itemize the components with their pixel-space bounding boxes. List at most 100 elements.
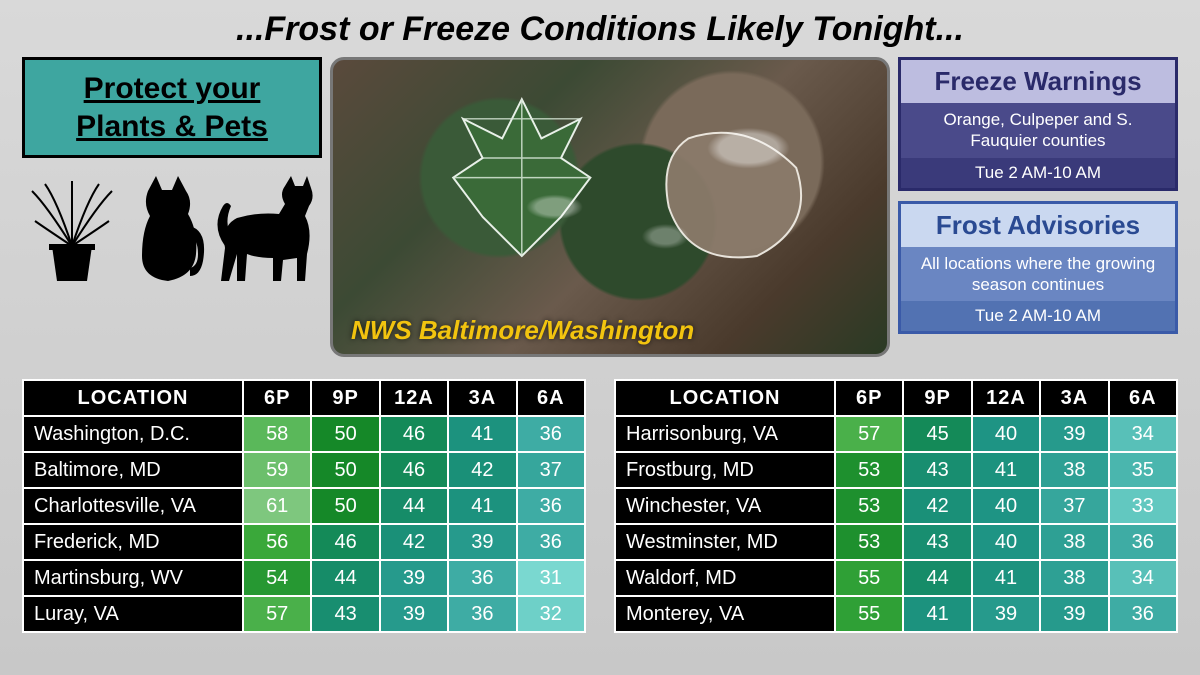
temp-cell: 36 [517,524,585,560]
col-header: 3A [1040,380,1108,416]
temp-cell: 50 [311,416,379,452]
col-header: 6A [517,380,585,416]
location-cell: Frostburg, MD [615,452,835,488]
tables-section: LOCATION6P9P12A3A6AWashington, D.C.58504… [0,367,1200,633]
temp-cell: 37 [517,452,585,488]
forecast-table-right: LOCATION6P9P12A3A6AHarrisonburg, VA57454… [614,379,1178,633]
temp-cell: 40 [972,488,1040,524]
location-cell: Charlottesville, VA [23,488,243,524]
location-cell: Martinsburg, WV [23,560,243,596]
temp-cell: 36 [517,488,585,524]
temp-cell: 38 [1040,452,1108,488]
col-header: 12A [380,380,448,416]
temp-cell: 36 [448,596,516,632]
temp-cell: 50 [311,488,379,524]
freeze-time: Tue 2 AM-10 AM [901,158,1175,188]
protect-line2: Plants & Pets [39,108,305,146]
forecast-table-left: LOCATION6P9P12A3A6AWashington, D.C.58504… [22,379,586,633]
col-header: LOCATION [23,380,243,416]
temp-cell: 54 [243,560,311,596]
temp-cell: 46 [311,524,379,560]
temp-cell: 38 [1040,560,1108,596]
temp-cell: 44 [903,560,971,596]
temp-cell: 32 [517,596,585,632]
temp-cell: 45 [903,416,971,452]
col-header: 6P [835,380,903,416]
temp-cell: 57 [243,596,311,632]
temp-cell: 39 [380,560,448,596]
temp-cell: 42 [448,452,516,488]
protect-column: Protect your Plants & Pets [22,57,322,367]
temp-cell: 40 [972,416,1040,452]
temp-cell: 42 [380,524,448,560]
temp-cell: 43 [903,452,971,488]
temp-cell: 41 [448,488,516,524]
temp-cell: 46 [380,416,448,452]
temp-cell: 31 [517,560,585,596]
col-header: 12A [972,380,1040,416]
temp-cell: 36 [517,416,585,452]
temp-cell: 35 [1109,452,1177,488]
temp-cell: 53 [835,452,903,488]
alerts-column: Freeze Warnings Orange, Culpeper and S. … [898,57,1178,367]
freeze-title: Freeze Warnings [901,60,1175,103]
protect-box: Protect your Plants & Pets [22,57,322,158]
protect-line1: Protect your [39,70,305,108]
temp-cell: 38 [1040,524,1108,560]
temp-cell: 57 [835,416,903,452]
col-header: LOCATION [615,380,835,416]
cat-sitting-icon [128,176,206,286]
icons-row [22,176,322,286]
temp-cell: 34 [1109,416,1177,452]
temp-cell: 59 [243,452,311,488]
temp-cell: 50 [311,452,379,488]
temp-cell: 41 [448,416,516,452]
temp-cell: 36 [448,560,516,596]
headline: ...Frost or Freeze Conditions Likely Ton… [0,0,1200,57]
temp-cell: 41 [972,560,1040,596]
col-header: 9P [311,380,379,416]
temp-cell: 39 [1040,416,1108,452]
col-header: 6A [1109,380,1177,416]
temp-cell: 55 [835,596,903,632]
col-header: 3A [448,380,516,416]
plant-icon [27,176,117,286]
location-cell: Westminster, MD [615,524,835,560]
temp-cell: 39 [448,524,516,560]
temp-cell: 46 [380,452,448,488]
upper-section: Protect your Plants & Pets [0,57,1200,367]
photo-column: NWS Baltimore/Washington [330,57,890,357]
temp-cell: 61 [243,488,311,524]
temp-cell: 34 [1109,560,1177,596]
temp-cell: 53 [835,524,903,560]
frost-photo: NWS Baltimore/Washington [330,57,890,357]
cat-standing-icon [217,176,317,286]
temp-cell: 40 [972,524,1040,560]
freeze-body: Orange, Culpeper and S. Fauquier countie… [901,103,1175,158]
temp-cell: 58 [243,416,311,452]
temp-cell: 43 [903,524,971,560]
temp-cell: 41 [972,452,1040,488]
temp-cell: 41 [903,596,971,632]
temp-cell: 44 [311,560,379,596]
col-header: 6P [243,380,311,416]
location-cell: Winchester, VA [615,488,835,524]
temp-cell: 56 [243,524,311,560]
location-cell: Waldorf, MD [615,560,835,596]
temp-cell: 36 [1109,596,1177,632]
temp-cell: 39 [380,596,448,632]
temp-cell: 43 [311,596,379,632]
location-cell: Washington, D.C. [23,416,243,452]
temp-cell: 42 [903,488,971,524]
location-cell: Harrisonburg, VA [615,416,835,452]
temp-cell: 53 [835,488,903,524]
temp-cell: 39 [1040,596,1108,632]
temp-cell: 36 [1109,524,1177,560]
frost-body: All locations where the growing season c… [901,247,1175,302]
temp-cell: 39 [972,596,1040,632]
photo-caption: NWS Baltimore/Washington [351,315,694,346]
location-cell: Baltimore, MD [23,452,243,488]
freeze-warning-box: Freeze Warnings Orange, Culpeper and S. … [898,57,1178,191]
temp-cell: 33 [1109,488,1177,524]
col-header: 9P [903,380,971,416]
